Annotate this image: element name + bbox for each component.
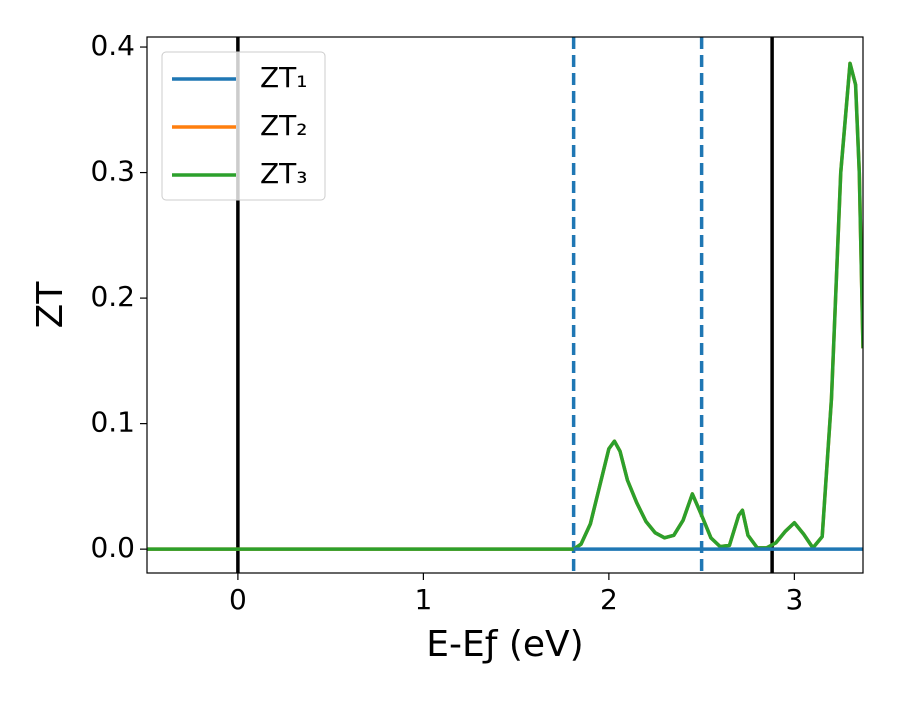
y-tick-label: 0.0	[90, 531, 135, 564]
plot-frame	[146, 36, 864, 574]
x-axis-label: E-Eƒ (eV)	[426, 624, 583, 665]
legend-label: ZT₂	[260, 109, 308, 142]
plot-area	[147, 37, 863, 573]
x-tick-label: 0	[229, 583, 247, 616]
series-line	[147, 61, 863, 551]
y-tick-label: 0.4	[90, 29, 135, 62]
legend-label: ZT₁	[260, 61, 308, 94]
legend-label: ZT₃	[260, 157, 308, 190]
y-tick-label: 0.1	[90, 406, 135, 439]
y-tick-label: 0.2	[90, 280, 135, 313]
y-tick-label: 0.3	[90, 155, 135, 188]
x-tick-label: 1	[414, 583, 432, 616]
x-tick-label: 3	[785, 583, 803, 616]
legend-box	[161, 51, 326, 201]
x-tick-label: 2	[600, 583, 618, 616]
y-axis-label: ZT	[30, 281, 71, 329]
